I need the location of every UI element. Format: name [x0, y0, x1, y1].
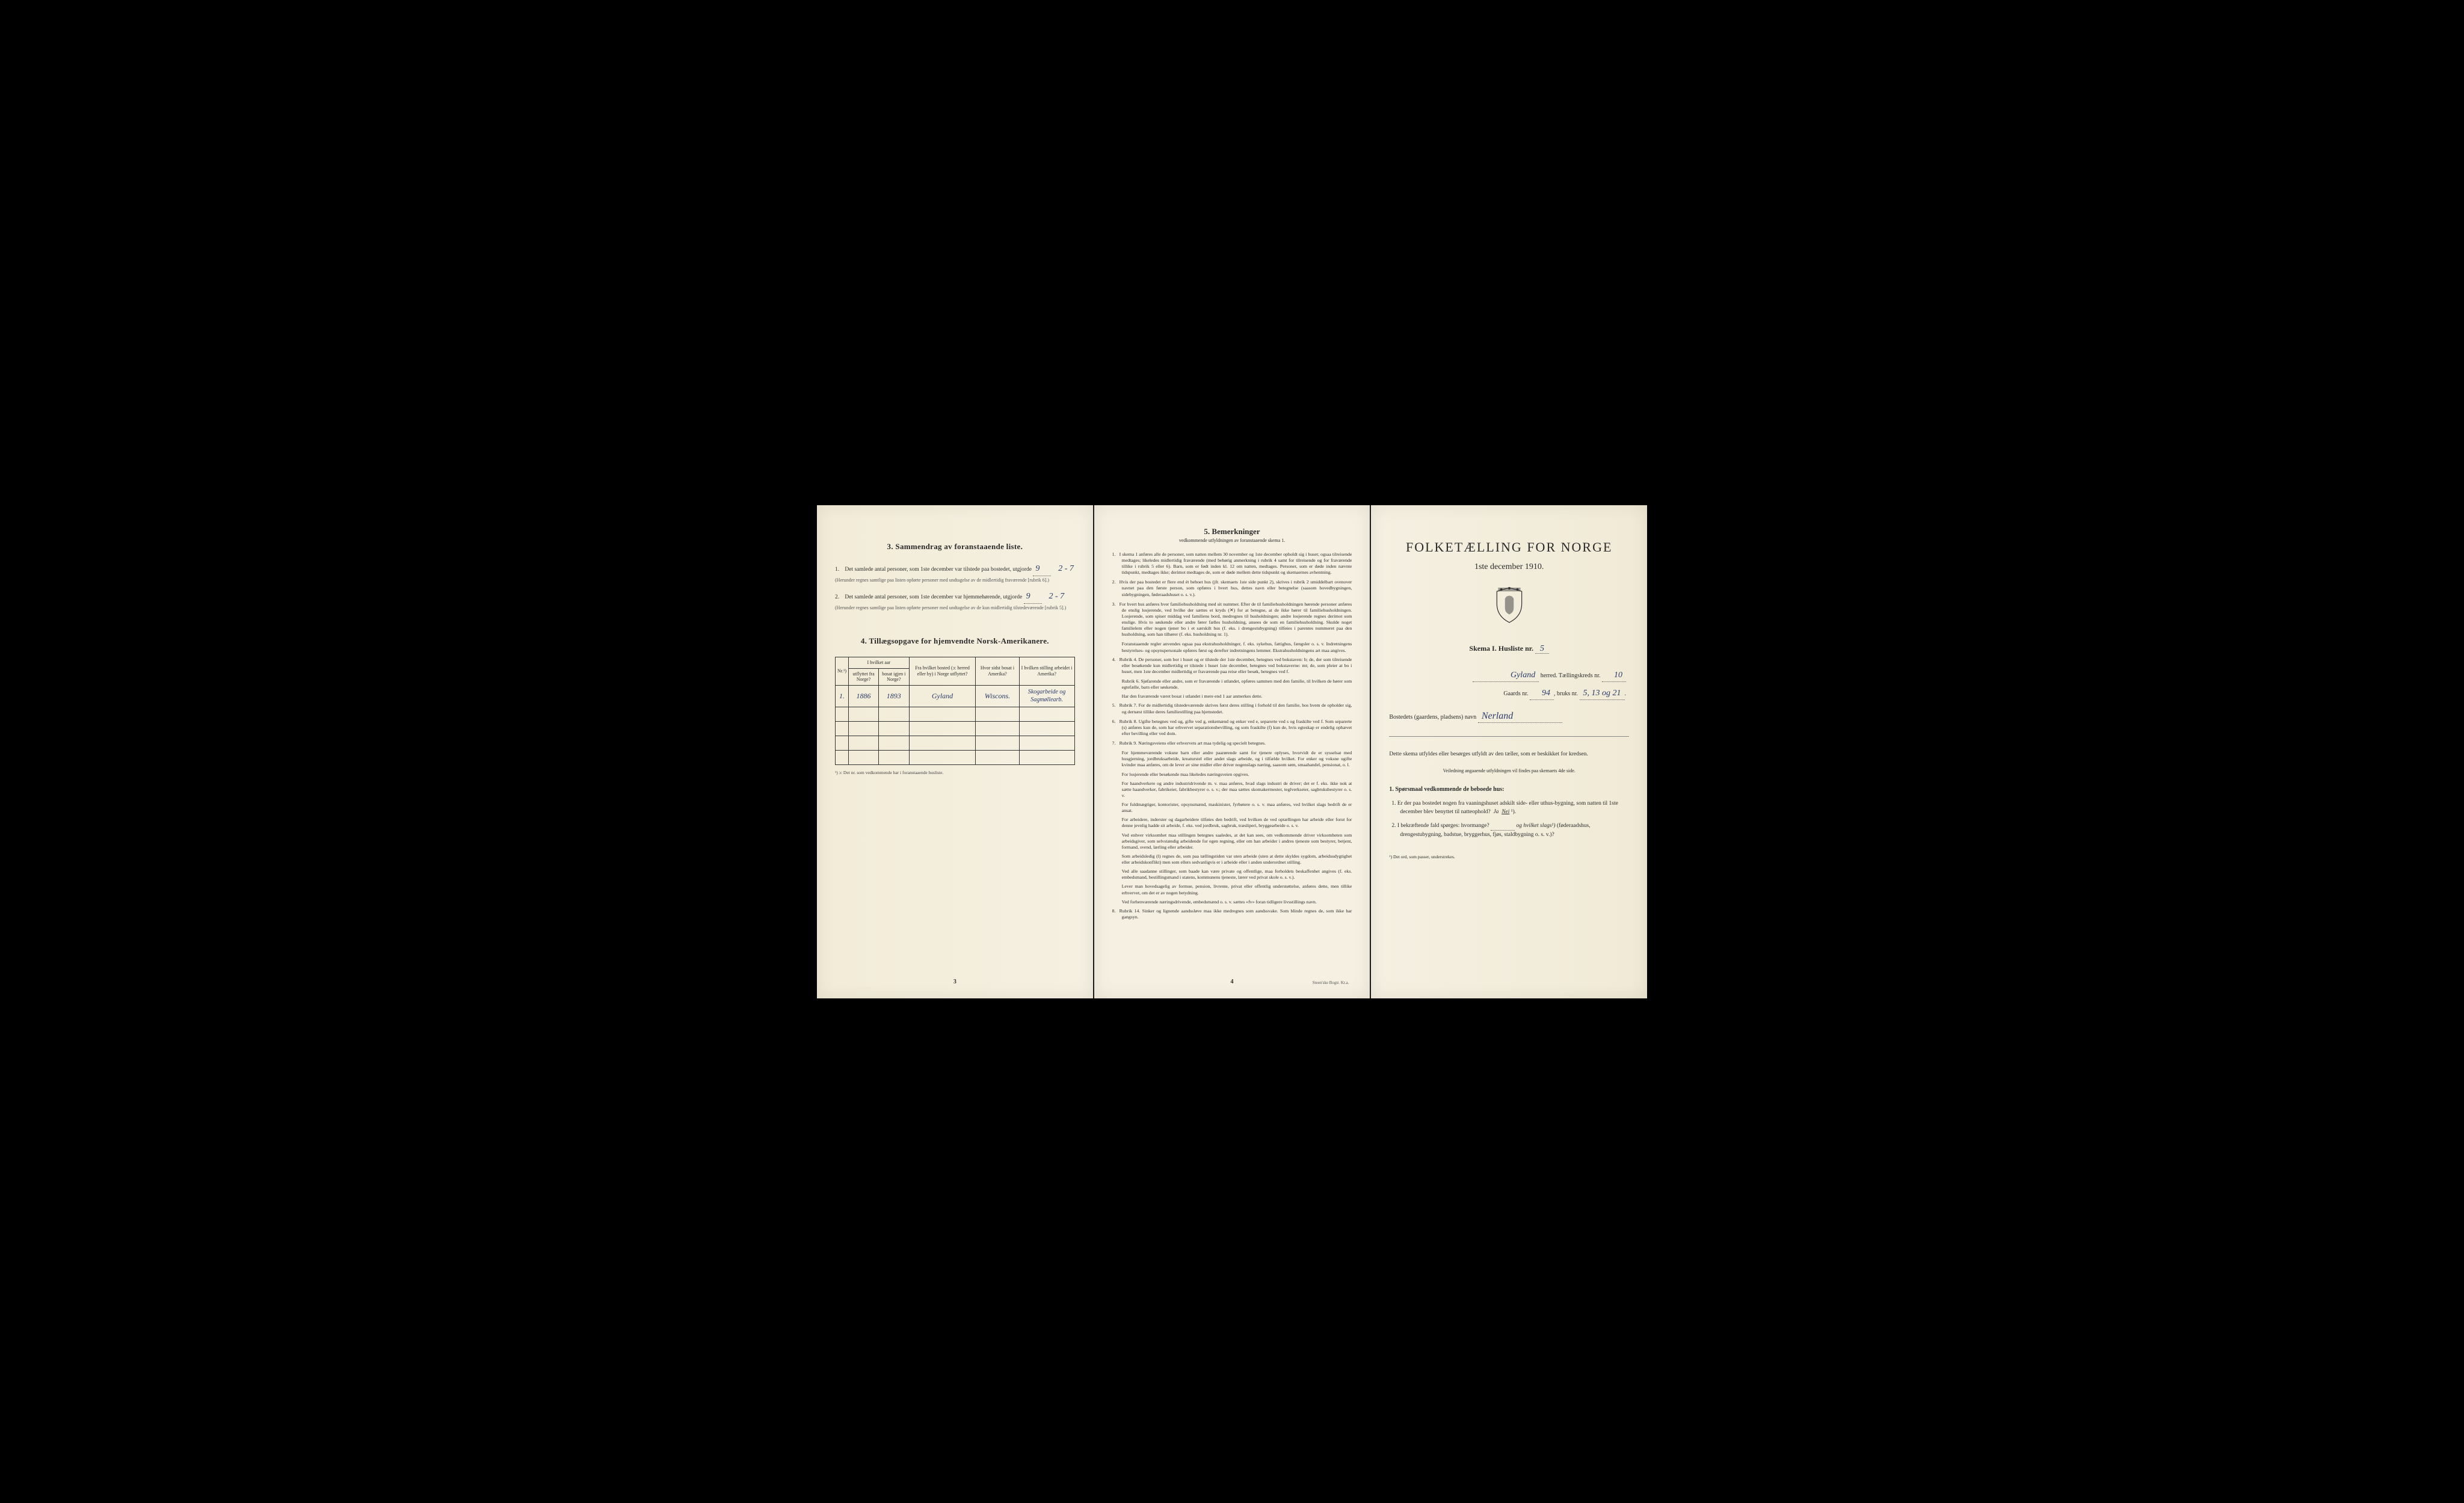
table-footnote: ¹) ɔ: Det nr. som vedkommende har i fora… — [835, 770, 1075, 776]
cell-back: 1893 — [878, 685, 909, 707]
husliste-nr: 5 — [1535, 644, 1549, 654]
filling-instructions: Dette skema utfyldes eller besørges utfy… — [1389, 750, 1629, 758]
th-nr: Nr.¹) — [836, 657, 849, 686]
census-date: 1ste december 1910. — [1389, 562, 1629, 573]
remark-7b: For hjemmeværende voksne barn eller andr… — [1112, 750, 1352, 768]
item1-note: (Herunder regnes samtlige paa listen opf… — [835, 577, 1075, 583]
summary-item-1: 1. Det samlede antal personer, som 1ste … — [835, 562, 1075, 584]
remark-7g: Ved enhver virksomhet maa stillingen bet… — [1112, 832, 1352, 850]
remark-8: 8.Rubrik 14. Sinker og lignende aandsslø… — [1112, 908, 1352, 920]
cell-where: Wiscons. — [976, 685, 1019, 707]
th-back: bosat igjen i Norge? — [878, 668, 909, 685]
questions-title: 1. Spørsmaal vedkommende de beboede hus: — [1389, 785, 1629, 794]
item2-note: (Herunder regnes samtlige paa listen opf… — [835, 605, 1075, 611]
divider — [1389, 736, 1629, 737]
emigrant-table: Nr.¹) I hvilket aar Fra hvilket bosted (… — [835, 657, 1075, 765]
th-out: utflyttet fra Norge? — [849, 668, 879, 685]
printer-mark: Steen'ske Bogtr. Kr.a. — [1313, 980, 1349, 986]
gaard-value: 94 — [1530, 688, 1554, 700]
remark-3: 3.For hvert hus anføres hver familiehush… — [1112, 601, 1352, 638]
page-3-summary: 3. Sammendrag av foranstaaende liste. 1.… — [817, 505, 1093, 998]
q2-mid: og hvilket slags¹) — [1516, 823, 1555, 829]
cell-from: Gyland — [909, 685, 976, 707]
remark-6: 6.Rubrik 8. Ugifte betegnes ved ug, gift… — [1112, 719, 1352, 737]
remark-2: 2.Hvis der paa bostedet er flere end ét … — [1112, 579, 1352, 597]
table-row — [836, 750, 1075, 764]
bosted-label: Bostedets (gaardens, pladsens) navn — [1389, 714, 1476, 721]
coat-of-arms-icon — [1389, 586, 1629, 625]
cell-job: Skogarbeide og Sagmøllearb. — [1019, 685, 1074, 707]
bruks-label: bruks nr. — [1557, 690, 1578, 697]
section-3-title: 3. Sammendrag av foranstaaende liste. — [835, 541, 1075, 552]
table-row — [836, 736, 1075, 750]
remark-4c: Har den fraværende været bosat i utlande… — [1112, 693, 1352, 699]
remark-7e: For fuldmægtiger, kontorister, opsynsmæn… — [1112, 802, 1352, 814]
item1-text: Det samlede antal personer, som 1ste dec… — [845, 567, 1032, 573]
remark-7h: Som arbeidsledig (l) regnes de, som paa … — [1112, 853, 1352, 865]
gaard-label: Gaards nr. — [1503, 690, 1528, 697]
table-row — [836, 707, 1075, 721]
question-1: 1. Er der paa bostedet nogen fra vaaning… — [1400, 799, 1629, 817]
item1-value-2: 2 - 7 — [1058, 564, 1074, 573]
item2-value-1: 9 — [1024, 590, 1042, 604]
bosted-line: Bostedets (gaardens, pladsens) navn Nerl… — [1389, 710, 1629, 724]
q2-text: I bekræftende fald spørges: hvormange? — [1397, 823, 1489, 829]
remark-7d: For haandverkere og andre industridriven… — [1112, 781, 1352, 799]
remark-7j: Lever man hovedsagelig av formue, pensio… — [1112, 884, 1352, 896]
page3-footnote: ¹) Det ord, som passer, understrekes. — [1389, 854, 1629, 860]
skema-line: Skema I. Husliste nr. 5 — [1389, 644, 1629, 655]
gaard-line: Gaards nr. 94, bruks nr. 5, 13 og 21. — [1389, 688, 1629, 700]
remark-7: 7.Rubrik 9. Næringsveiens eller erhverve… — [1112, 740, 1352, 746]
table-row: 1. 1886 1893 Gyland Wiscons. Skogarbeide… — [836, 685, 1075, 707]
item2-value-2: 2 - 7 — [1049, 592, 1064, 601]
th-year-group: I hvilket aar — [849, 657, 910, 669]
section-4-title: 4. Tillægsopgave for hjemvendte Norsk-Am… — [835, 636, 1075, 647]
remark-5: 5.Rubrik 7. For de midlertidig tilstedev… — [1112, 702, 1352, 715]
skema-label: Skema I. Husliste nr. — [1469, 644, 1533, 653]
cell-out: 1886 — [849, 685, 879, 707]
item1-value-1: 9 — [1033, 562, 1051, 576]
instructions-sub: Veiledning angaaende utfyldningen vil fi… — [1389, 768, 1629, 775]
remark-7i: Ved alle saadanne stillinger, som baade … — [1112, 868, 1352, 881]
remark-4b: Rubrik 6. Sjøfarende eller andre, som er… — [1112, 678, 1352, 690]
remark-7f: For arbeidere, inderster og dagarbeidere… — [1112, 817, 1352, 829]
page-4-remarks: 5. Bemerkninger vedkommende utfyldningen… — [1094, 505, 1370, 998]
q1-ja: Ja — [1493, 809, 1498, 815]
remarks-subtitle: vedkommende utfyldningen av foranstaaend… — [1112, 538, 1352, 544]
remark-3b: Foranstaaende regler anvendes ogsaa paa … — [1112, 641, 1352, 653]
th-where: Hvor sidst bosat i Amerika? — [976, 657, 1019, 686]
remarks-title: 5. Bemerkninger — [1112, 526, 1352, 537]
remark-1: 1.I skema 1 anføres alle de personer, so… — [1112, 552, 1352, 576]
page-number: 4 — [1231, 978, 1234, 986]
question-2: 2. I bekræftende fald spørges: hvormange… — [1400, 822, 1629, 840]
kreds-value: 10 — [1602, 670, 1626, 682]
herred-value: Gyland — [1473, 670, 1539, 682]
bosted-value: Nerland — [1478, 710, 1562, 724]
bruks-value: 5, 13 og 21 — [1580, 688, 1625, 700]
remark-7c: For losjerende eller besøkende maa likel… — [1112, 772, 1352, 778]
th-from: Fra hvilket bosted (ɔ: herred eller by) … — [909, 657, 976, 686]
summary-item-2: 2. Det samlede antal personer, som 1ste … — [835, 590, 1075, 612]
herred-line: Gyland herred. Tællingskreds nr. 10 — [1389, 670, 1629, 682]
th-job: I hvilken stilling arbeidet i Amerika? — [1019, 657, 1074, 686]
cell-nr: 1. — [836, 685, 849, 707]
item2-text: Det samlede antal personer, som 1ste dec… — [845, 594, 1022, 600]
q1-nei: Nei — [1502, 809, 1509, 815]
herred-label: herred. Tællingskreds nr. — [1541, 672, 1601, 679]
remark-4: 4.Rubrik 4. De personer, som bor i huset… — [1112, 657, 1352, 675]
page-number: 3 — [953, 978, 956, 986]
table-row — [836, 721, 1075, 736]
census-title: FOLKETÆLLING FOR NORGE — [1389, 538, 1629, 556]
page-1-title: FOLKETÆLLING FOR NORGE 1ste december 191… — [1371, 505, 1647, 998]
three-page-document: 3. Sammendrag av foranstaaende liste. 1.… — [817, 505, 1647, 998]
remark-7k: Ved forhenværende næringsdrivende, embed… — [1112, 899, 1352, 905]
